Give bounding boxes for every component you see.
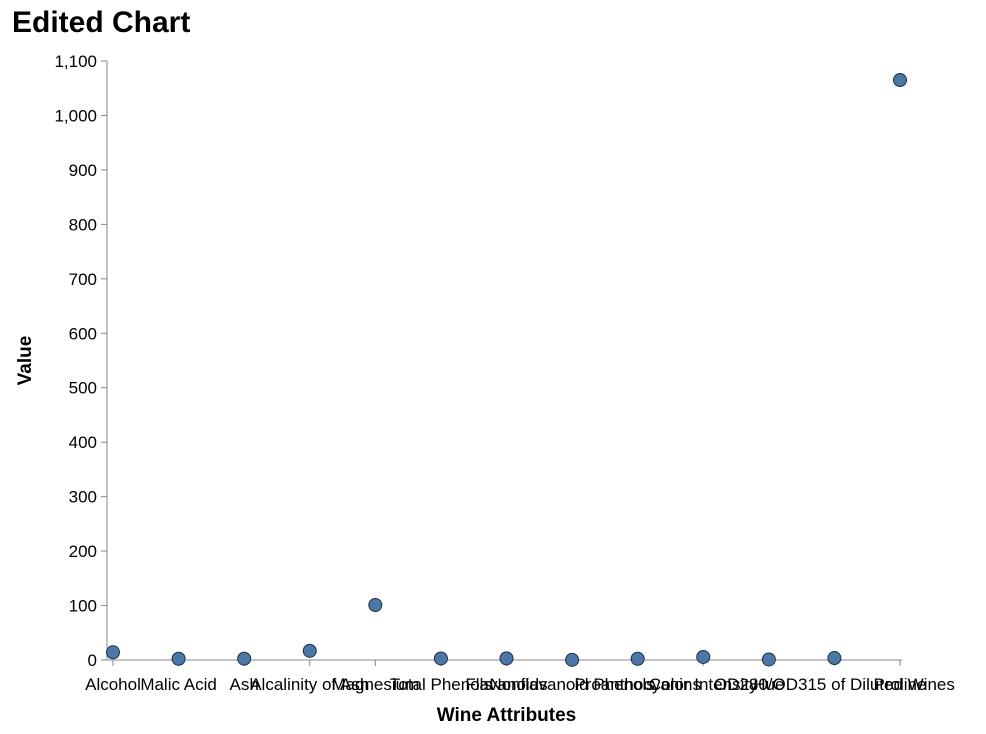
data-point (696, 649, 711, 664)
data-point (761, 652, 776, 667)
y-tick-label: 700 (69, 270, 97, 289)
y-tick-label: 300 (69, 488, 97, 507)
x-tick-label: Nonflavanoid Phenols (489, 675, 654, 694)
data-point (302, 643, 317, 658)
data-point (171, 651, 186, 666)
data-point (893, 73, 907, 88)
chart-title: Edited Chart (12, 6, 191, 39)
x-tick-label: Ash (230, 675, 259, 694)
data-point (237, 651, 252, 666)
x-tick-label: Malic Acid (140, 675, 217, 694)
data-point (565, 652, 580, 667)
y-tick-label: 100 (69, 597, 97, 616)
x-axis-title: Wine Attributes (437, 705, 577, 726)
y-tick-label: 800 (69, 215, 97, 234)
x-tick-label: Proanthocyanins (574, 675, 701, 694)
y-axis-title: Value (15, 336, 36, 386)
x-tick-label: Color Intensity (649, 675, 758, 694)
y-tick-label: 900 (69, 161, 97, 180)
data-point (630, 651, 645, 666)
data-point (827, 651, 842, 666)
y-tick-label: 0 (88, 651, 97, 670)
x-tick-label: Flavanoids (465, 675, 547, 694)
y-tick-label: 200 (69, 542, 97, 561)
data-point (368, 598, 383, 613)
x-tick-label: Alcohol (85, 675, 141, 694)
x-tick-label: Alcalinity of Ash (250, 675, 369, 694)
x-tick-label: Hue (753, 675, 784, 694)
x-tick-label: Magnesium (331, 675, 419, 694)
y-tick-label: 1,000 (54, 106, 97, 125)
y-tick-label: 600 (69, 324, 97, 343)
x-tick-label: Total Phenols (390, 675, 492, 694)
data-point (433, 651, 448, 666)
y-tick-label: 1,100 (54, 52, 97, 71)
x-tick-label: OD280/OD315 of Diluted Wines (714, 675, 955, 694)
data-point (106, 645, 120, 660)
data-point (499, 651, 514, 666)
x-tick-label: Proline (874, 675, 927, 694)
y-axis: 0 100 200 300 400 500 600 700 800 900 1,000 1,100 (54, 52, 108, 670)
y-tick-label: 500 (69, 379, 97, 398)
y-tick-label: 400 (69, 433, 97, 452)
data-points (106, 73, 907, 667)
